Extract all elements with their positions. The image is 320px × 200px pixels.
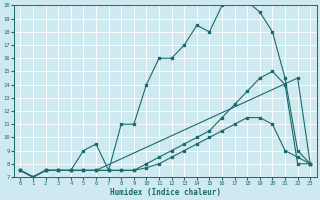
X-axis label: Humidex (Indice chaleur): Humidex (Indice chaleur) <box>110 188 221 197</box>
